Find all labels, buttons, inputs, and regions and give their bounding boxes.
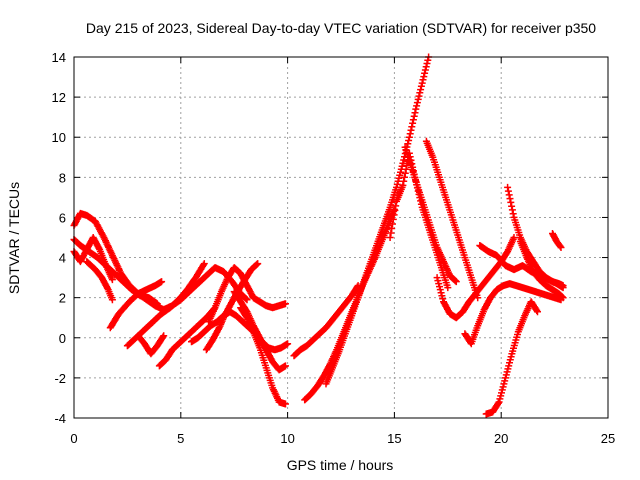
data-series: [106, 278, 166, 332]
y-tick-label: 14: [52, 50, 66, 65]
plus-markers: [188, 308, 292, 354]
y-tick-label: -4: [54, 411, 66, 426]
plus-markers: [301, 205, 398, 404]
data-series: [549, 230, 565, 251]
data-series: [70, 236, 161, 308]
data-series: [230, 288, 289, 374]
y-tick-label: 4: [59, 251, 66, 266]
y-axis-label: SDTVAR / TECUs: [6, 182, 22, 294]
data-series: [134, 332, 168, 358]
y-tick-label: 6: [59, 210, 66, 225]
y-tick-label: 12: [52, 90, 66, 105]
y-tick-label: 2: [59, 291, 66, 306]
plus-markers: [549, 230, 565, 251]
data-series: [301, 205, 398, 404]
plus-markers: [83, 258, 116, 304]
x-tick-label: 0: [70, 431, 77, 446]
grid-lines: [74, 57, 608, 418]
plus-markers: [230, 288, 289, 374]
plus-markers: [290, 282, 362, 360]
data-series: [422, 137, 482, 302]
plus-markers: [386, 149, 452, 292]
plus-markers: [482, 298, 541, 418]
plus-markers: [123, 260, 208, 350]
data-series: [290, 282, 362, 360]
data-series: [516, 238, 567, 302]
x-axis-label: GPS time / hours: [287, 457, 394, 473]
plus-markers: [106, 278, 166, 332]
x-tick-label: 10: [280, 431, 294, 446]
y-tick-label: 8: [59, 170, 66, 185]
data-series: [237, 304, 289, 408]
chart-title: Day 215 of 2023, Sidereal Day-to-day VTE…: [86, 20, 596, 36]
y-tick-label: 10: [52, 130, 66, 145]
y-tick-label: -2: [54, 371, 66, 386]
data-series: [386, 149, 452, 292]
data-series: [188, 308, 292, 354]
y-tick-label: 0: [59, 331, 66, 346]
data-series: [123, 260, 208, 350]
data-series: [401, 143, 460, 286]
plus-markers: [401, 143, 460, 286]
plus-markers: [422, 137, 482, 302]
x-tick-label: 5: [177, 431, 184, 446]
data-series: [482, 298, 541, 418]
x-tick-label: 15: [387, 431, 401, 446]
data-points: [70, 53, 567, 418]
plus-markers: [237, 304, 289, 408]
plus-markers: [461, 280, 565, 348]
plot-frame: [73, 56, 609, 419]
data-series: [433, 234, 518, 322]
plus-markers: [70, 236, 161, 308]
plus-markers: [433, 234, 518, 322]
plus-markers: [516, 238, 567, 302]
data-series: [461, 280, 565, 348]
data-series: [83, 258, 116, 304]
axis-ticks: 0 5 10 15 20 25 -4 -2 0 2 4 6 8 10 12 14: [52, 50, 616, 446]
x-tick-label: 25: [601, 431, 615, 446]
x-tick-label: 20: [494, 431, 508, 446]
plus-markers: [134, 332, 168, 358]
